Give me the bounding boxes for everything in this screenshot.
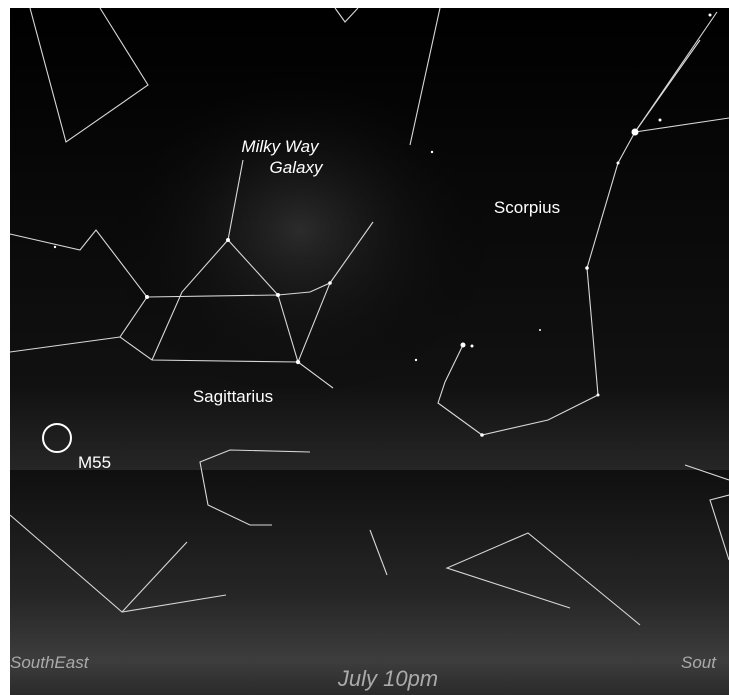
horizon: [10, 470, 729, 695]
milky-way-label: Milky Way: [241, 137, 320, 156]
milky-way-label: Galaxy: [270, 158, 324, 177]
constellation-label: Scorpius: [494, 198, 560, 217]
direction-label: Sout: [681, 653, 717, 672]
sky-chart: Milky Way Galaxy Scorpius Sagittarius M5…: [0, 0, 729, 695]
cluster-label: M55: [78, 453, 111, 472]
constellation-label: Sagittarius: [193, 387, 273, 406]
date-label: July 10pm: [337, 666, 438, 691]
direction-label: SouthEast: [10, 653, 90, 672]
milky-way-glow: [100, 60, 500, 400]
